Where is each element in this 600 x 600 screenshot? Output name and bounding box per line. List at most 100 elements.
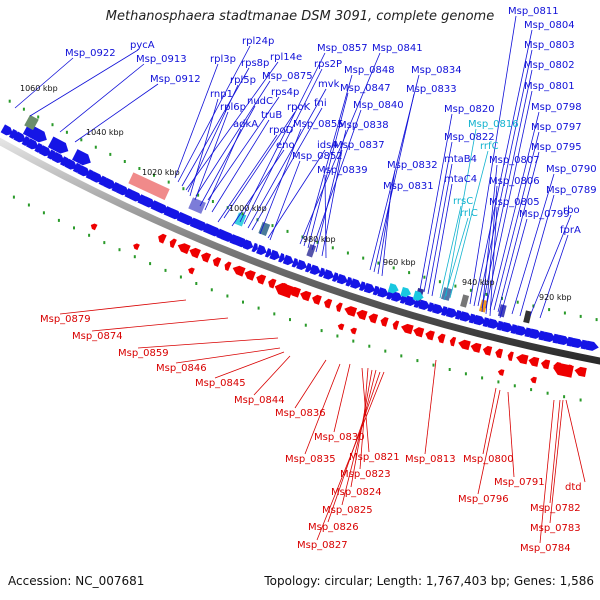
gene-label[interactable]: Msp_0832 <box>387 160 438 171</box>
gene-label[interactable]: rbo <box>563 205 580 216</box>
guide-dot <box>481 376 484 380</box>
forward-gene-arrow <box>115 184 130 196</box>
gene-label[interactable]: Msp_0784 <box>520 543 571 554</box>
gene-label[interactable]: dtd <box>565 482 582 493</box>
gene-label[interactable]: Msp_0825 <box>322 505 373 516</box>
gene-label[interactable]: rnp1 <box>210 89 233 100</box>
label-leader <box>482 387 497 455</box>
gene-label[interactable]: Msp_0835 <box>285 454 336 465</box>
gene-label[interactable]: mvk <box>318 79 340 90</box>
gene-label[interactable]: Msp_0844 <box>234 395 285 406</box>
gene-label[interactable]: Msp_0874 <box>72 331 123 342</box>
gene-label[interactable]: Msp_0848 <box>344 65 395 76</box>
gene-label[interactable]: eno <box>276 140 295 151</box>
gene-label[interactable]: mtaC4 <box>444 174 477 185</box>
guide-dot <box>377 261 380 265</box>
gene-label[interactable]: Msp_0840 <box>353 100 404 111</box>
gene-label[interactable]: Msp_0791 <box>494 477 545 488</box>
gene-label[interactable]: Msp_0823 <box>340 469 391 480</box>
forward-gene-arrow <box>269 249 281 261</box>
gene-label[interactable]: Msp_0804 <box>524 20 575 31</box>
gene-label[interactable]: Msp_0827 <box>297 540 348 551</box>
reverse-gene-arrow <box>274 282 294 299</box>
gene-label[interactable]: Msp_0824 <box>331 487 382 498</box>
gene-label[interactable]: Msp_0833 <box>406 84 457 95</box>
gene-label[interactable]: Msp_0845 <box>195 378 246 389</box>
gene-label[interactable]: Msp_0922 <box>65 48 116 59</box>
gene-label[interactable]: Msp_0847 <box>340 83 391 94</box>
gene-label[interactable]: Msp_0782 <box>530 503 581 514</box>
gene-label[interactable]: Msp_0811 <box>508 6 559 17</box>
gene-label[interactable]: Msp_0837 <box>334 140 385 151</box>
gene-label[interactable]: idsA <box>317 140 338 151</box>
gene-label[interactable]: rrfC <box>480 141 499 152</box>
gene-label[interactable]: Msp_0800 <box>463 454 514 465</box>
genome-summary: Topology: circular; Length: 1,767,403 bp… <box>263 574 594 588</box>
label-leader <box>493 131 540 311</box>
gene-label[interactable]: Msp_0822 <box>444 132 495 143</box>
gene-label[interactable]: rpl24p <box>242 36 274 47</box>
gene-label[interactable]: mtaB4 <box>444 154 477 165</box>
gene-label[interactable]: Msp_0806 <box>489 176 540 187</box>
gene-label[interactable]: Msp_0830 <box>314 432 365 443</box>
gene-label[interactable]: Msp_0798 <box>531 102 582 113</box>
gene-label[interactable]: Msp_0797 <box>531 122 582 133</box>
guide-dot <box>57 218 60 222</box>
gene-label[interactable]: Msp_0859 <box>118 348 169 359</box>
guide-dot <box>563 311 566 315</box>
gene-label[interactable]: Msp_0801 <box>524 81 575 92</box>
gene-label[interactable]: Msp_0805 <box>489 197 540 208</box>
gene-label[interactable]: rps2P <box>314 59 342 70</box>
gene-label[interactable]: fprA <box>560 225 581 236</box>
gene-label[interactable]: Msp_0913 <box>136 54 187 65</box>
gene-label[interactable]: Msp_0821 <box>349 452 400 463</box>
gene-label[interactable]: Msp_0803 <box>524 40 575 51</box>
gene-label[interactable]: Msp_0846 <box>156 363 207 374</box>
gene-label[interactable]: nudC <box>247 96 273 107</box>
gene-label[interactable]: Msp_0831 <box>383 181 434 192</box>
gene-label[interactable]: Msp_0795 <box>531 142 582 153</box>
gene-label[interactable]: Msp_0834 <box>411 65 462 76</box>
gene-label[interactable]: adkA <box>233 119 258 130</box>
gene-label[interactable]: fni <box>314 98 327 109</box>
gene-label[interactable]: Msp_0841 <box>372 43 423 54</box>
gene-label[interactable]: Msp_0807 <box>489 155 540 166</box>
gene-label[interactable]: rpoD <box>269 125 294 136</box>
gene-label[interactable]: Msp_0912 <box>150 74 201 85</box>
gene-label[interactable]: Msp_0813 <box>405 454 456 465</box>
gene-label[interactable]: Msp_0857 <box>317 43 368 54</box>
gene-label[interactable]: rpl3p <box>210 54 236 65</box>
label-leader <box>189 98 219 197</box>
gene-label[interactable]: truB <box>261 110 282 121</box>
gene-label[interactable]: Msp_0790 <box>546 164 597 175</box>
gene-label[interactable]: Msp_0879 <box>40 314 91 325</box>
gene-label[interactable]: Msp_0816 <box>468 119 519 130</box>
gene-label[interactable]: rpl6p <box>220 102 246 113</box>
forward-gene-arrow <box>103 177 117 190</box>
gene-label[interactable]: rpoK <box>287 102 311 113</box>
gene-label[interactable]: pycA <box>130 40 155 51</box>
label-leader <box>304 363 341 455</box>
gene-label[interactable]: Msp_0789 <box>546 185 597 196</box>
gene-label[interactable]: rpl14e <box>270 52 302 63</box>
gene-label[interactable]: Msp_0852 <box>292 151 343 162</box>
guide-dot <box>242 300 244 304</box>
gene-label[interactable]: rrlC <box>460 208 478 219</box>
gene-label[interactable]: Msp_0839 <box>317 165 368 176</box>
gene-label[interactable]: Msp_0855 <box>293 119 344 130</box>
gene-label[interactable]: rps8p <box>241 58 269 69</box>
gene-label[interactable]: Msp_0826 <box>308 522 359 533</box>
guide-dot <box>362 256 365 260</box>
forward-gene-arrow <box>90 171 104 183</box>
gene-label[interactable]: Msp_0820 <box>444 104 495 115</box>
gene-label[interactable]: rrsC <box>453 196 473 207</box>
gene-label[interactable]: Msp_0836 <box>275 408 326 419</box>
gene-label[interactable]: Msp_0802 <box>524 60 575 71</box>
gene-label[interactable]: Msp_0838 <box>338 120 389 131</box>
gene-label[interactable]: rps4p <box>271 87 299 98</box>
gene-label[interactable]: rpl5p <box>230 75 256 86</box>
gene-label[interactable]: Msp_0799 <box>519 209 570 220</box>
gene-label[interactable]: Msp_0783 <box>530 523 581 534</box>
gene-label[interactable]: Msp_0796 <box>458 494 509 505</box>
gene-label[interactable]: Msp_0875 <box>262 71 313 82</box>
